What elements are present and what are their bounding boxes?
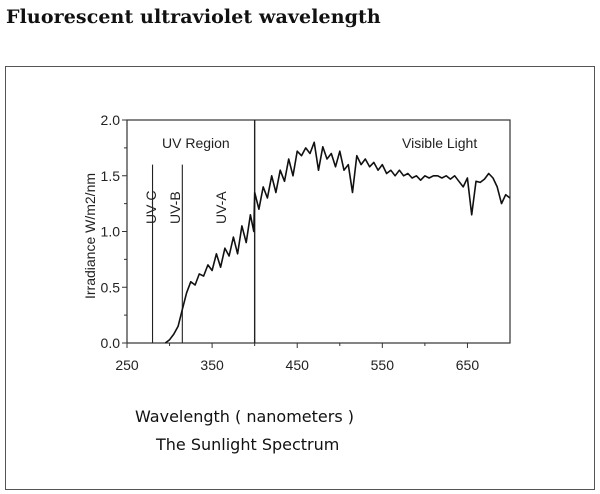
- visible-light-label: Visible Light: [402, 135, 477, 151]
- x-tick-label: 250: [115, 357, 139, 373]
- y-axis-label: Irradiance W/m2/nm: [82, 173, 98, 299]
- y-tick-label: 2.0: [101, 112, 121, 128]
- plot-border: [126, 119, 511, 344]
- uv-c-label: UV-C: [143, 191, 159, 224]
- y-tick-label: 0.0: [101, 335, 121, 351]
- y-tick-label: 1.0: [101, 224, 121, 240]
- x-tick-label: 550: [371, 357, 395, 373]
- x-tick-label: 350: [200, 357, 224, 373]
- chart-subtitle: The Sunlight Spectrum: [156, 435, 340, 454]
- x-axis-label: Wavelength ( nanometers ): [135, 407, 354, 426]
- x-tick-label: 650: [456, 357, 480, 373]
- x-tick-label: 450: [286, 357, 310, 373]
- plot-area: 250 350 450 550 650 0.0 0.5 1.0 1.5 2.0 UV Region V…: [101, 112, 511, 373]
- uv-b-label: UV-B: [167, 191, 183, 224]
- y-tick-label: 0.5: [101, 279, 121, 295]
- uv-region-label: UV Region: [162, 135, 230, 151]
- page-title: Fluorescent ultraviolet wavelength: [6, 6, 381, 28]
- uv-a-label: UV-A: [213, 191, 229, 224]
- chart-frame: [5, 66, 595, 490]
- y-tick-label: 1.5: [101, 168, 121, 184]
- spectrum-series-line: [164, 141, 511, 344]
